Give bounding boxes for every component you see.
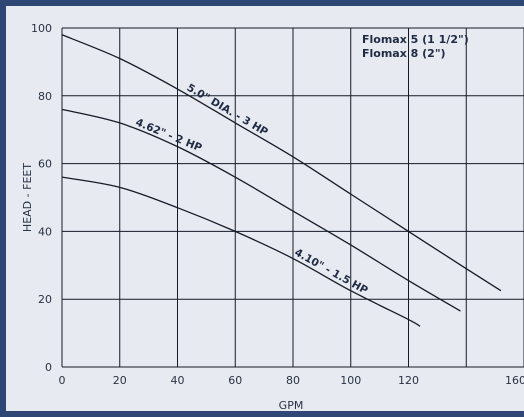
x-tick-label: 120 [398, 374, 419, 387]
legend-line-1: Flomax 5 (1 1/2") [362, 33, 469, 46]
y-axis-label: HEAD - FEET [21, 163, 34, 232]
y-tick-label: 60 [38, 158, 52, 171]
x-tick-label: 20 [113, 374, 127, 387]
x-tick-label: 80 [286, 374, 300, 387]
y-tick-label: 40 [38, 225, 52, 238]
grid [61, 27, 524, 368]
x-tick-label: 60 [228, 374, 242, 387]
series-line [61, 176, 421, 327]
tick-labels: 0 20 40 60 80 100 120 160 0 20 40 60 80 100 [31, 22, 524, 387]
y-tick-label: 20 [38, 293, 52, 306]
x-tick-label: 160 [505, 374, 524, 387]
series-line [61, 34, 502, 292]
series-line [61, 108, 461, 312]
x-tick-label: 0 [59, 374, 66, 387]
y-tick-label: 0 [45, 361, 52, 374]
x-tick-label: 100 [340, 374, 361, 387]
y-tick-label: 100 [31, 22, 52, 35]
y-tick-label: 80 [38, 90, 52, 103]
x-axis-label: GPM [279, 399, 304, 412]
legend-line-2: Flomax 8 (2") [362, 47, 446, 60]
x-tick-label: 40 [171, 374, 185, 387]
